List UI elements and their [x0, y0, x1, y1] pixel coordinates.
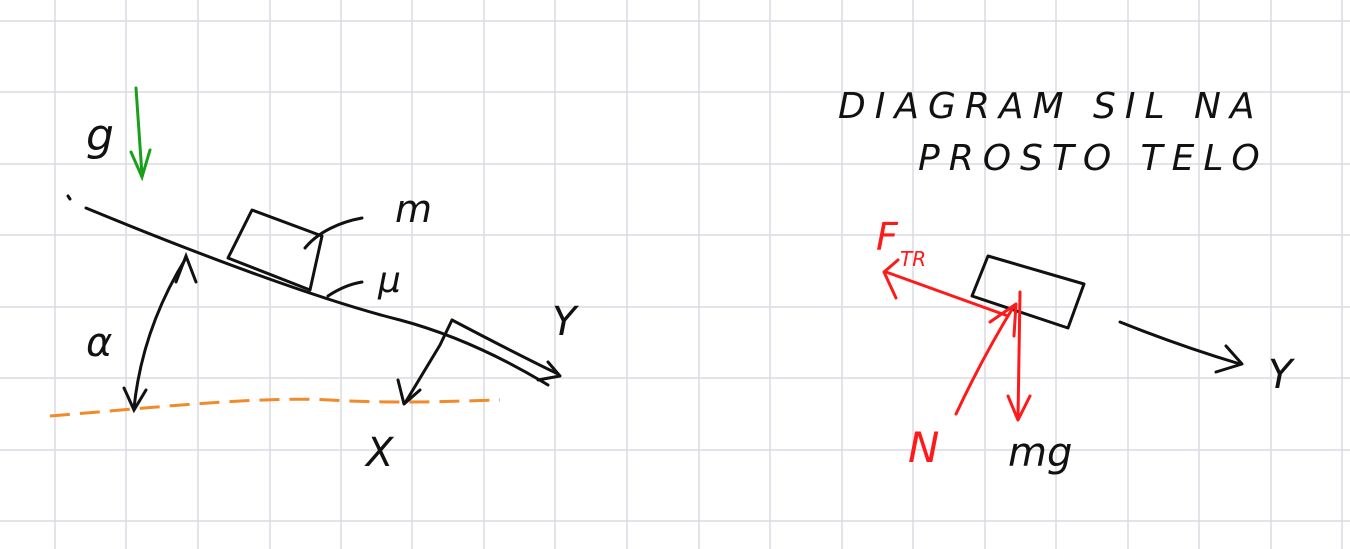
friction-force-subscript: TR: [900, 247, 926, 271]
normal-force-arrow: [954, 302, 1018, 416]
incline-sketch: g m μ α Y X: [49, 86, 580, 476]
mass-label: m: [395, 187, 432, 231]
fbd-block: [970, 254, 1086, 330]
friction-label: μ: [377, 260, 401, 301]
weight-label: mg: [1008, 430, 1072, 476]
angle-arc: [122, 251, 198, 414]
x-axis-arrow: [396, 318, 454, 406]
friction-force-arrow: [882, 258, 1010, 318]
fbd-title-line1: DIAGRAM SIL NA: [838, 86, 1264, 127]
normal-force-label: N: [908, 423, 939, 472]
friction-force-label: F: [876, 215, 899, 259]
axis-y-label: Y: [552, 299, 580, 345]
fbd-title-line2: PROSTO TELO: [918, 138, 1269, 179]
y-axis-arrow: [450, 318, 562, 382]
fbd-axis-y-label: Y: [1268, 352, 1296, 398]
friction-pointer: [326, 280, 364, 298]
weight-arrow: [1006, 290, 1032, 422]
angle-label: α: [86, 320, 112, 366]
gravity-arrow: [129, 86, 152, 182]
mass-pointer: [303, 216, 364, 250]
incline-surface: [66, 194, 550, 387]
gravity-label: g: [86, 110, 114, 161]
fbd-y-axis-arrow: [1118, 320, 1244, 374]
horizontal-reference-line: [49, 397, 501, 418]
axis-x-label: X: [364, 430, 395, 476]
free-body-diagram: DIAGRAM SIL NA PROSTO TELO Y F TR N mg: [838, 86, 1296, 476]
block: [226, 208, 324, 292]
